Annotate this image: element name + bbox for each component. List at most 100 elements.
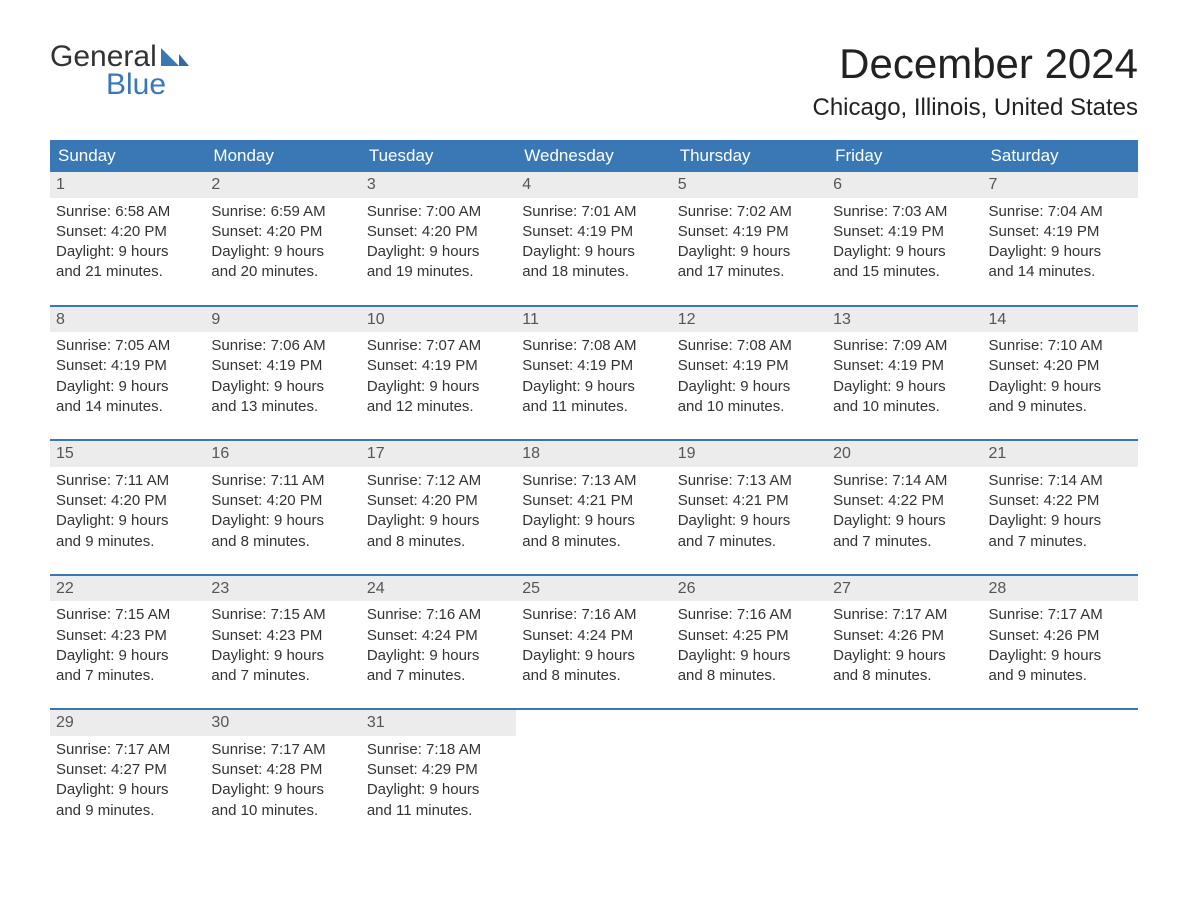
daylight-text: and 11 minutes. [367,801,510,821]
daylight-text: and 8 minutes. [833,666,976,686]
sunset-text: Sunset: 4:24 PM [367,626,510,646]
daylight-text: and 8 minutes. [522,666,665,686]
sunset-text: Sunset: 4:19 PM [522,222,665,242]
sunrise-text: Sunrise: 7:07 AM [367,336,510,356]
weekday-header-cell: Sunday [50,140,205,172]
day-number: 24 [361,576,516,602]
daylight-text: and 8 minutes. [211,532,354,552]
sunrise-text: Sunrise: 7:00 AM [367,202,510,222]
sunset-text: Sunset: 4:26 PM [989,626,1132,646]
sunrise-text: Sunrise: 7:16 AM [367,605,510,625]
day-number: 15 [50,441,205,467]
day-cell: 2Sunrise: 6:59 AMSunset: 4:20 PMDaylight… [205,172,360,291]
sunset-text: Sunset: 4:20 PM [211,491,354,511]
daylight-text: and 15 minutes. [833,262,976,282]
calendar: SundayMondayTuesdayWednesdayThursdayFrid… [50,140,1138,829]
daylight-text: and 21 minutes. [56,262,199,282]
day-cell [983,710,1138,829]
day-number: 12 [672,307,827,333]
daylight-text: Daylight: 9 hours [56,377,199,397]
sunrise-text: Sunrise: 7:06 AM [211,336,354,356]
day-cell: 31Sunrise: 7:18 AMSunset: 4:29 PMDayligh… [361,710,516,829]
day-number: 13 [827,307,982,333]
sunrise-text: Sunrise: 7:12 AM [367,471,510,491]
sunrise-text: Sunrise: 7:14 AM [833,471,976,491]
daylight-text: Daylight: 9 hours [367,511,510,531]
daylight-text: Daylight: 9 hours [678,511,821,531]
daylight-text: and 7 minutes. [678,532,821,552]
daylight-text: Daylight: 9 hours [989,511,1132,531]
daylight-text: Daylight: 9 hours [56,511,199,531]
daylight-text: and 8 minutes. [522,532,665,552]
sunset-text: Sunset: 4:23 PM [56,626,199,646]
day-number: 29 [50,710,205,736]
sunrise-text: Sunrise: 7:16 AM [522,605,665,625]
daylight-text: and 19 minutes. [367,262,510,282]
sunrise-text: Sunrise: 7:14 AM [989,471,1132,491]
sunrise-text: Sunrise: 7:15 AM [56,605,199,625]
daylight-text: and 7 minutes. [56,666,199,686]
day-cell: 22 Sunrise: 7:15 AMSunset: 4:23 PMDayligh… [50,576,205,695]
day-number: 6 [827,172,982,198]
day-cell: 8Sunrise: 7:05 AMSunset: 4:19 PMDaylight… [50,307,205,426]
logo-word2: Blue [106,68,166,102]
sunset-text: Sunset: 4:21 PM [522,491,665,511]
daylight-text: and 14 minutes. [56,397,199,417]
day-cell: 9Sunrise: 7:06 AMSunset: 4:19 PMDaylight… [205,307,360,426]
day-cell: 12Sunrise: 7:08 AMSunset: 4:19 PMDayligh… [672,307,827,426]
day-number: 27 [827,576,982,602]
day-cell: 11Sunrise: 7:08 AMSunset: 4:19 PMDayligh… [516,307,671,426]
day-number: 18 [516,441,671,467]
day-cell: 30Sunrise: 7:17 AMSunset: 4:28 PMDayligh… [205,710,360,829]
daylight-text: Daylight: 9 hours [211,511,354,531]
day-number: 8 [50,307,205,333]
day-number: 22 [50,576,205,602]
sunset-text: Sunset: 4:20 PM [989,356,1132,376]
sunset-text: Sunset: 4:20 PM [56,222,199,242]
day-number: 23 [205,576,360,602]
day-cell: 4Sunrise: 7:01 AMSunset: 4:19 PMDaylight… [516,172,671,291]
sunrise-text: Sunrise: 7:11 AM [211,471,354,491]
day-cell: 13Sunrise: 7:09 AMSunset: 4:19 PMDayligh… [827,307,982,426]
sunset-text: Sunset: 4:28 PM [211,760,354,780]
sunrise-text: Sunrise: 7:15 AM [211,605,354,625]
day-cell: 14Sunrise: 7:10 AMSunset: 4:20 PMDayligh… [983,307,1138,426]
daylight-text: Daylight: 9 hours [989,377,1132,397]
day-number: 1 [50,172,205,198]
daylight-text: and 7 minutes. [211,666,354,686]
daylight-text: Daylight: 9 hours [367,377,510,397]
sunrise-text: Sunrise: 7:17 AM [833,605,976,625]
day-cell: 26Sunrise: 7:16 AMSunset: 4:25 PMDayligh… [672,576,827,695]
daylight-text: Daylight: 9 hours [367,242,510,262]
sunset-text: Sunset: 4:19 PM [367,356,510,376]
day-number: 3 [361,172,516,198]
day-cell: 10 Sunrise: 7:07 AMSunset: 4:19 PMDayligh… [361,307,516,426]
sunset-text: Sunset: 4:19 PM [989,222,1132,242]
day-cell: 20Sunrise: 7:14 AMSunset: 4:22 PMDayligh… [827,441,982,560]
sunset-text: Sunset: 4:25 PM [678,626,821,646]
sunset-text: Sunset: 4:19 PM [678,356,821,376]
day-cell: 25Sunrise: 7:16 AMSunset: 4:24 PMDayligh… [516,576,671,695]
daylight-text: Daylight: 9 hours [211,377,354,397]
weekday-header-cell: Thursday [672,140,827,172]
day-cell: 5Sunrise: 7:02 AMSunset: 4:19 PMDaylight… [672,172,827,291]
daylight-text: Daylight: 9 hours [522,511,665,531]
day-number: 14 [983,307,1138,333]
daylight-text: Daylight: 9 hours [678,377,821,397]
sunrise-text: Sunrise: 7:13 AM [678,471,821,491]
daylight-text: Daylight: 9 hours [56,646,199,666]
daylight-text: Daylight: 9 hours [833,646,976,666]
day-number: 28 [983,576,1138,602]
daylight-text: and 8 minutes. [367,532,510,552]
sunrise-text: Sunrise: 7:16 AM [678,605,821,625]
day-cell [516,710,671,829]
sunrise-text: Sunrise: 7:03 AM [833,202,976,222]
daylight-text: Daylight: 9 hours [678,242,821,262]
weekday-header-cell: Tuesday [361,140,516,172]
day-number: 4 [516,172,671,198]
day-cell: 1Sunrise: 6:58 AMSunset: 4:20 PMDaylight… [50,172,205,291]
daylight-text: and 12 minutes. [367,397,510,417]
day-number: 2 [205,172,360,198]
day-number: 21 [983,441,1138,467]
day-number: 10 [361,307,516,333]
